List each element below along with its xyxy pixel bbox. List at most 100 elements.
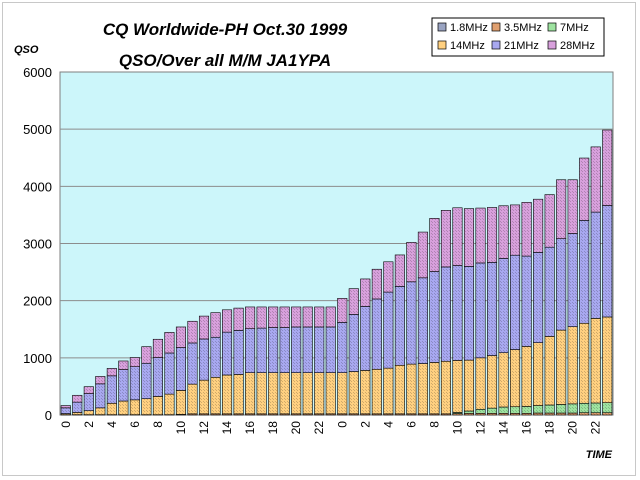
bar-segment-14MHz <box>475 357 486 410</box>
bar-segment-14MHz <box>175 390 186 415</box>
bar-segment-21MHz <box>222 331 233 376</box>
bar-segment-14MHz <box>118 400 129 416</box>
bar-segment-21MHz <box>83 393 94 412</box>
bar-segment-3_5MHz <box>567 412 578 416</box>
x-tick-label: 2 <box>358 421 372 428</box>
legend: 1.8MHz 3.5MHz 7MHz 14MHz 21MHz 28MHz <box>431 17 605 57</box>
x-tick-label: 12 <box>474 421 488 435</box>
bar-segment-21MHz <box>302 326 313 373</box>
bar-segment-28MHz <box>222 309 233 333</box>
bar-segment-7MHz <box>487 407 498 414</box>
bar-segment-14MHz <box>72 412 83 416</box>
bar-segment-14MHz <box>325 372 336 415</box>
x-tick-label: 10 <box>450 421 464 435</box>
bar-segment-28MHz <box>360 278 371 307</box>
bar-segment-14MHz <box>245 372 256 415</box>
bar-segment-21MHz <box>314 326 325 373</box>
bar-segment-28MHz <box>521 202 532 257</box>
bar-segment-28MHz <box>83 386 94 394</box>
bar-segment-21MHz <box>406 281 417 365</box>
bar-segment-28MHz <box>429 218 440 272</box>
bar-segment-14MHz <box>544 336 555 406</box>
bar-segment-14MHz <box>222 374 233 415</box>
bar-segment-21MHz <box>256 327 267 373</box>
bar-segment-7MHz <box>463 410 475 414</box>
bar-segment-14MHz <box>268 372 279 415</box>
bar-segment-28MHz <box>510 204 521 256</box>
y-axis-ticks: 0 1000 2000 3000 4000 5000 6000 <box>23 65 52 423</box>
bar-segment-14MHz <box>164 393 175 416</box>
bar-segment-28MHz <box>579 157 590 221</box>
x-axis-ticks: 0 2 4 6 8 10 12 14 16 18 20 22 0 2 4 6 8 10 12 14 16 18 20 22 <box>59 421 603 435</box>
bar-segment-7MHz <box>521 406 532 414</box>
bar-segment-21MHz <box>556 238 567 331</box>
bar-segment-28MHz <box>544 194 555 248</box>
chart-subtitle: QSO/Over all M/M JA1YPA <box>119 51 331 70</box>
legend-swatch <box>547 40 557 50</box>
bar-segment-14MHz <box>314 372 325 415</box>
x-tick-label: 10 <box>174 421 188 435</box>
legend-item-1_8MHz: 1.8MHz <box>437 22 488 34</box>
bar-segment-14MHz <box>406 363 417 415</box>
bar-segment-14MHz <box>371 368 382 415</box>
bar-segment-28MHz <box>337 298 348 323</box>
y-axis-label: QSO <box>14 44 39 56</box>
bar-segment-21MHz <box>152 357 163 397</box>
bar-segment-28MHz <box>256 306 267 329</box>
bar-segment-21MHz <box>337 322 348 373</box>
bar-segment-21MHz <box>95 383 106 409</box>
bar-segment-28MHz <box>106 368 117 377</box>
chart-frame <box>2 2 636 476</box>
bar-segment-28MHz <box>463 208 475 267</box>
legend-label: 21MHz <box>504 40 539 52</box>
y-tick-label: 0 <box>45 408 52 423</box>
legend-item-28MHz: 28MHz <box>547 40 595 52</box>
bar-segment-28MHz <box>129 357 140 367</box>
legend-swatch <box>491 22 501 32</box>
x-tick-label: 0 <box>335 421 349 428</box>
y-tick-label: 3000 <box>23 237 52 252</box>
bar-segment-21MHz <box>383 291 394 369</box>
x-tick-label: 14 <box>497 421 511 435</box>
x-tick-label: 4 <box>105 421 119 428</box>
legend-label: 14MHz <box>450 40 485 52</box>
x-tick-label: 14 <box>220 421 234 435</box>
bar-segment-21MHz <box>521 255 532 347</box>
bar-segment-7MHz <box>533 405 544 414</box>
bar-segment-28MHz <box>383 261 394 293</box>
x-tick-label: 20 <box>566 421 580 435</box>
bar-segment-7MHz <box>567 403 578 414</box>
bar-segment-28MHz <box>452 207 463 266</box>
bar-segment-14MHz <box>521 346 532 407</box>
bar-segment-21MHz <box>106 375 117 404</box>
bar-segment-14MHz <box>233 374 244 415</box>
x-tick-label: 0 <box>59 421 73 428</box>
bar-segment-21MHz <box>440 266 451 362</box>
bar-segment-21MHz <box>164 352 175 395</box>
bar-segment-14MHz <box>141 398 152 416</box>
bar-segment-14MHz <box>510 349 521 408</box>
bar-segment-21MHz <box>429 271 440 363</box>
bar-segment-14MHz <box>198 379 210 415</box>
legend-label: 1.8MHz <box>450 22 488 34</box>
bar-segment-21MHz <box>475 262 486 359</box>
bar-segment-28MHz <box>152 338 163 358</box>
bar-segment-14MHz <box>533 342 544 406</box>
bar-segment-3_5MHz <box>533 412 544 416</box>
bar-segment-21MHz <box>198 338 210 381</box>
bar-segment-28MHz <box>187 320 198 344</box>
bar-segment-14MHz <box>210 376 221 415</box>
bar-segment-21MHz <box>325 326 336 373</box>
bar-segment-21MHz <box>279 327 290 373</box>
bar-segment-28MHz <box>440 210 451 268</box>
bar-segment-14MHz <box>567 326 578 405</box>
bar-segment-14MHz <box>106 402 117 416</box>
legend-swatch <box>437 40 447 50</box>
bar-segment-28MHz <box>279 306 290 328</box>
chart-title: CQ Worldwide-PH Oct.30 1999 <box>103 20 348 39</box>
bar-segment-21MHz <box>268 327 279 373</box>
bar-segment-28MHz <box>348 288 359 315</box>
x-tick-label: 20 <box>289 421 303 435</box>
bar-segment-21MHz <box>291 326 302 373</box>
legend-swatch <box>547 22 557 32</box>
